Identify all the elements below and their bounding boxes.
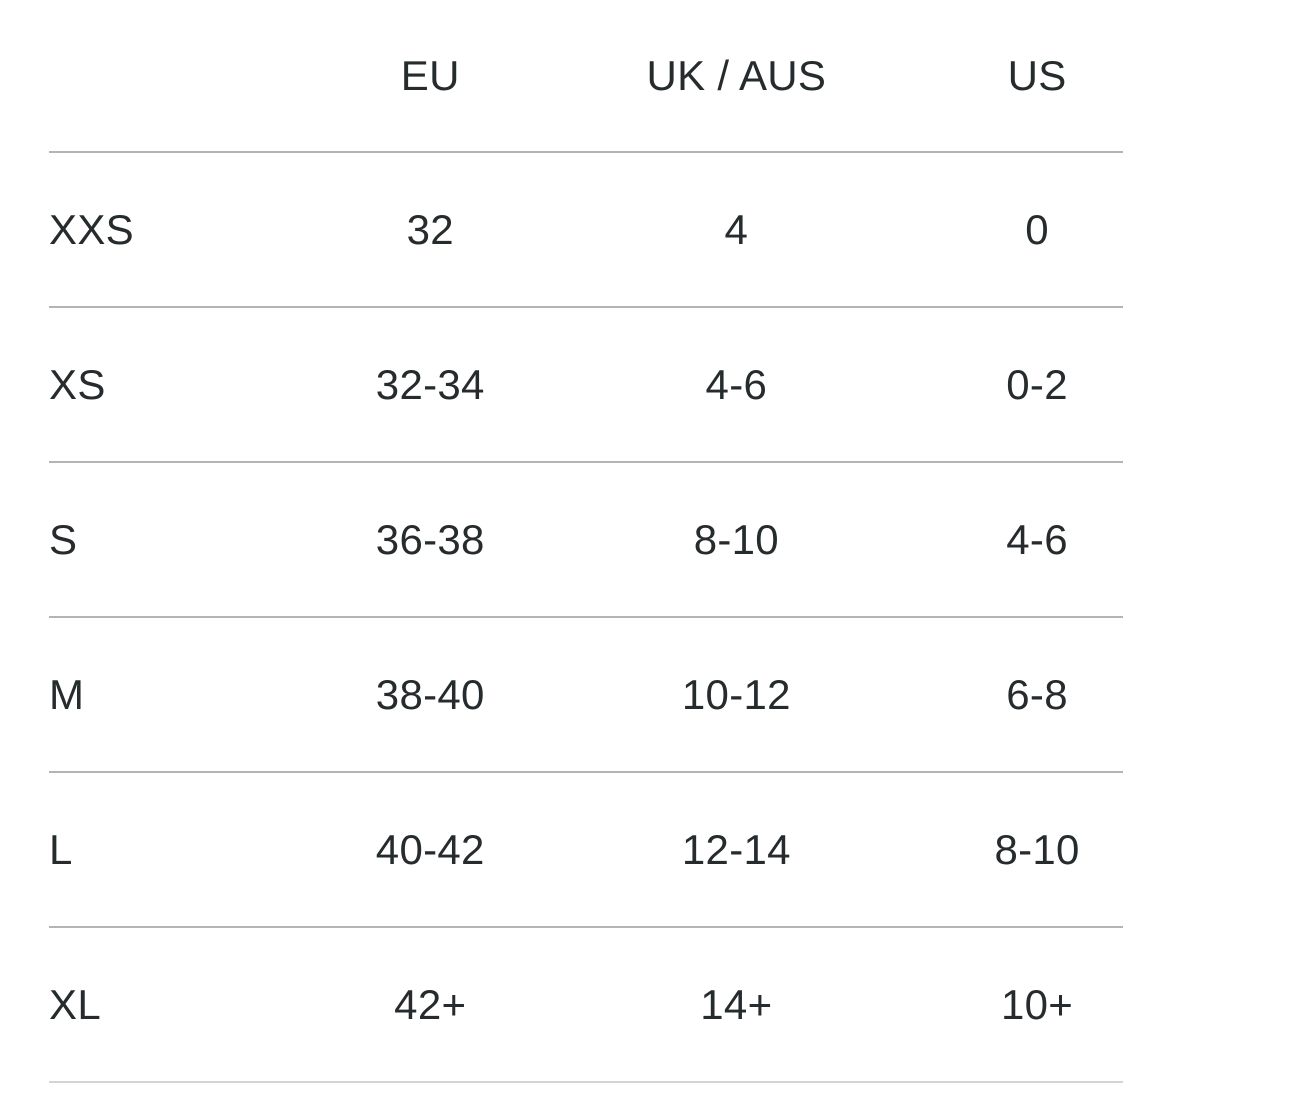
size-label: XS bbox=[49, 307, 339, 463]
eu-value: 38-40 bbox=[338, 617, 522, 773]
us-value: 4-6 bbox=[951, 462, 1123, 618]
eu-value: 32 bbox=[338, 152, 522, 308]
table-row: L 40-42 12-14 8-10 bbox=[49, 772, 1123, 928]
uk-aus-value: 4 bbox=[521, 152, 952, 308]
size-table-header: EU UK / AUS US bbox=[49, 0, 1123, 153]
size-label: M bbox=[49, 617, 339, 773]
us-value: 0 bbox=[951, 152, 1123, 308]
uk-aus-value: 12-14 bbox=[521, 772, 952, 928]
size-table-body: XXS 32 4 0 XS 32-34 4-6 0-2 S 36-38 8-10… bbox=[49, 152, 1123, 1083]
size-conversion-table: EU UK / AUS US XXS 32 4 0 XS 32-34 4-6 0… bbox=[49, 0, 1123, 1083]
eu-value: 42+ bbox=[338, 927, 522, 1083]
corner-cell bbox=[49, 0, 339, 153]
column-header-us: US bbox=[951, 0, 1123, 153]
eu-value: 36-38 bbox=[338, 462, 522, 618]
table-row: S 36-38 8-10 4-6 bbox=[49, 462, 1123, 618]
header-row: EU UK / AUS US bbox=[49, 0, 1123, 153]
size-label: L bbox=[49, 772, 339, 928]
size-label: XXS bbox=[49, 152, 339, 308]
uk-aus-value: 4-6 bbox=[521, 307, 952, 463]
eu-value: 32-34 bbox=[338, 307, 522, 463]
size-label: S bbox=[49, 462, 339, 618]
us-value: 0-2 bbox=[951, 307, 1123, 463]
table-row: XL 42+ 14+ 10+ bbox=[49, 927, 1123, 1083]
us-value: 8-10 bbox=[951, 772, 1123, 928]
table-row: XXS 32 4 0 bbox=[49, 152, 1123, 308]
table-row: XS 32-34 4-6 0-2 bbox=[49, 307, 1123, 463]
table-row: M 38-40 10-12 6-8 bbox=[49, 617, 1123, 773]
column-header-uk-aus: UK / AUS bbox=[521, 0, 952, 153]
size-conversion-chart: EU UK / AUS US XXS 32 4 0 XS 32-34 4-6 0… bbox=[49, 0, 1123, 1083]
uk-aus-value: 14+ bbox=[521, 927, 952, 1083]
eu-value: 40-42 bbox=[338, 772, 522, 928]
size-label: XL bbox=[49, 927, 339, 1083]
uk-aus-value: 10-12 bbox=[521, 617, 952, 773]
us-value: 6-8 bbox=[951, 617, 1123, 773]
us-value: 10+ bbox=[951, 927, 1123, 1083]
uk-aus-value: 8-10 bbox=[521, 462, 952, 618]
column-header-eu: EU bbox=[338, 0, 522, 153]
